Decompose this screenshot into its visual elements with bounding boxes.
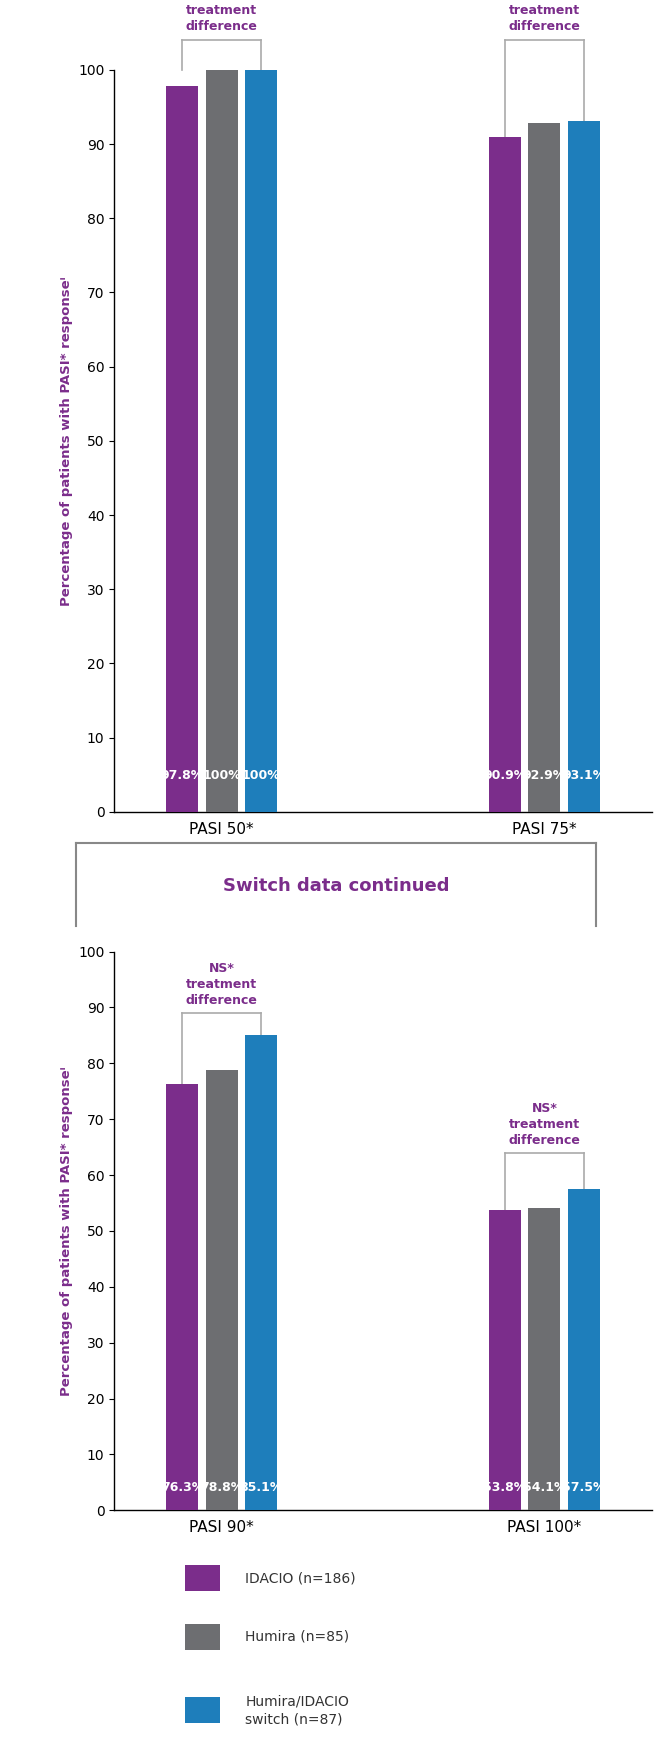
Text: IDACIO (n=186): IDACIO (n=186): [245, 1571, 356, 1585]
Text: Switch data continued: Switch data continued: [222, 876, 450, 896]
Text: 54.1%: 54.1%: [523, 1481, 566, 1493]
Bar: [489, 1210, 521, 1510]
Y-axis label: Percentage of patients with PASI* responseⁱ: Percentage of patients with PASI* respon…: [60, 276, 73, 606]
Bar: [489, 138, 521, 812]
Text: 90.9%: 90.9%: [483, 770, 527, 782]
Text: Humira/IDACIO
switch (n=87): Humira/IDACIO switch (n=87): [245, 1694, 349, 1727]
Y-axis label: Percentage of patients with PASI* responseⁱ: Percentage of patients with PASI* respon…: [60, 1067, 73, 1395]
Text: 85.1%: 85.1%: [239, 1481, 283, 1493]
Text: 78.8%: 78.8%: [200, 1481, 243, 1493]
Text: 53.8%: 53.8%: [483, 1481, 527, 1493]
Text: 76.3%: 76.3%: [161, 1481, 204, 1493]
Text: Humira (n=85): Humira (n=85): [245, 1629, 349, 1645]
Text: 97.8%: 97.8%: [161, 770, 204, 782]
Text: NS*
treatment
difference: NS* treatment difference: [509, 1102, 580, 1147]
Bar: [245, 70, 278, 812]
Bar: [206, 70, 238, 812]
Bar: [166, 86, 198, 812]
Bar: [206, 1070, 238, 1510]
Text: 100%: 100%: [202, 770, 241, 782]
Text: 93.1%: 93.1%: [562, 770, 605, 782]
Bar: [568, 1189, 600, 1510]
FancyBboxPatch shape: [185, 1566, 220, 1591]
Bar: [528, 1208, 560, 1510]
FancyBboxPatch shape: [185, 1624, 220, 1650]
Text: NS*
treatment
difference: NS* treatment difference: [509, 0, 580, 33]
Bar: [245, 1035, 278, 1510]
Text: 100%: 100%: [242, 770, 280, 782]
Bar: [528, 122, 560, 812]
Text: NS*
treatment
difference: NS* treatment difference: [186, 0, 257, 33]
Bar: [568, 120, 600, 812]
Bar: [166, 1084, 198, 1510]
Text: NS*
treatment
difference: NS* treatment difference: [186, 962, 257, 1007]
FancyBboxPatch shape: [185, 1697, 220, 1723]
Text: 57.5%: 57.5%: [562, 1481, 605, 1493]
Text: 92.9%: 92.9%: [523, 770, 566, 782]
